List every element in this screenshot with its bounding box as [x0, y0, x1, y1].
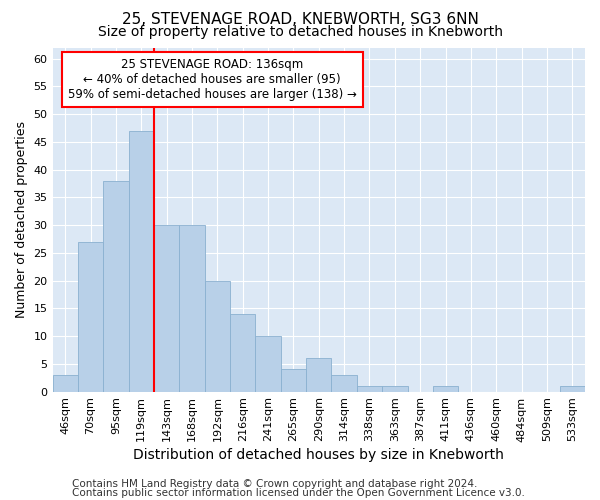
Bar [357, 386, 382, 392]
Bar [306, 358, 331, 392]
Bar [154, 225, 179, 392]
X-axis label: Distribution of detached houses by size in Knebworth: Distribution of detached houses by size … [133, 448, 504, 462]
Bar [205, 280, 230, 392]
Bar [78, 242, 103, 392]
Text: Size of property relative to detached houses in Knebworth: Size of property relative to detached ho… [97, 25, 503, 39]
Bar [382, 386, 407, 392]
Bar [331, 375, 357, 392]
Bar [128, 130, 154, 392]
Text: Contains public sector information licensed under the Open Government Licence v3: Contains public sector information licen… [72, 488, 525, 498]
Text: 25, STEVENAGE ROAD, KNEBWORTH, SG3 6NN: 25, STEVENAGE ROAD, KNEBWORTH, SG3 6NN [122, 12, 478, 28]
Bar [560, 386, 585, 392]
Bar [281, 370, 306, 392]
Bar [103, 180, 128, 392]
Text: 25 STEVENAGE ROAD: 136sqm
← 40% of detached houses are smaller (95)
59% of semi-: 25 STEVENAGE ROAD: 136sqm ← 40% of detac… [68, 58, 357, 101]
Bar [179, 225, 205, 392]
Bar [256, 336, 281, 392]
Text: Contains HM Land Registry data © Crown copyright and database right 2024.: Contains HM Land Registry data © Crown c… [72, 479, 478, 489]
Y-axis label: Number of detached properties: Number of detached properties [15, 121, 28, 318]
Bar [230, 314, 256, 392]
Bar [433, 386, 458, 392]
Bar [53, 375, 78, 392]
